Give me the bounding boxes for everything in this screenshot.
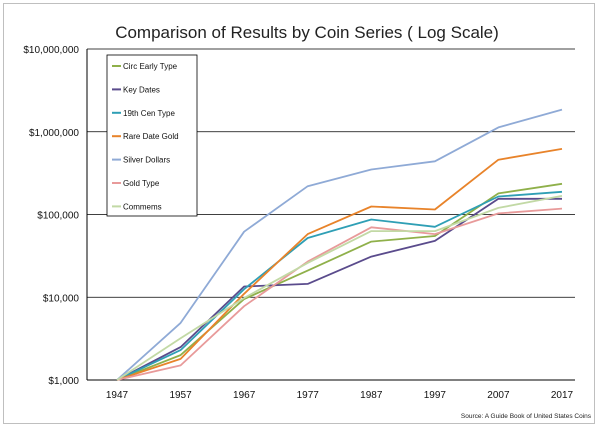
- series-line: [116, 207, 563, 381]
- series-line: [116, 195, 563, 381]
- series-line: [116, 197, 562, 381]
- y-tick-label: $1,000: [48, 376, 79, 387]
- legend-label: Circ Early Type: [123, 62, 178, 71]
- x-tick-label: 1987: [360, 390, 383, 401]
- series-line: [116, 182, 563, 381]
- x-axis-ticks: 1947 1957 1967 1977 1987 1997 2007 2017: [106, 390, 574, 401]
- series-line: [116, 190, 563, 381]
- series-line: [116, 148, 563, 381]
- legend-box: [106, 54, 198, 217]
- y-tick-label: $10,000: [43, 293, 80, 304]
- source-note: Source: A Guide Book of United States Co…: [461, 413, 592, 420]
- x-tick-label: 2007: [487, 390, 510, 401]
- series-lines: [116, 108, 563, 381]
- legend-label: Commems: [123, 202, 162, 211]
- y-tick-label: $10,000,000: [23, 45, 79, 56]
- x-tick-label: 1957: [169, 390, 192, 401]
- legend-label: 19th Cen Type: [123, 109, 175, 118]
- legend-label: Gold Type: [123, 179, 160, 188]
- y-tick-label: $1,000,000: [29, 128, 79, 139]
- y-tick-label: $100,000: [37, 211, 79, 222]
- chart-title: Comparison of Results by Coin Series ( L…: [115, 23, 499, 42]
- axes: [86, 49, 575, 381]
- x-tick-label: 1997: [424, 390, 447, 401]
- series-line: [116, 108, 563, 381]
- x-tick-label: 2017: [551, 390, 574, 401]
- legend-label: Silver Dollars: [123, 156, 170, 165]
- legend-label: Key Dates: [123, 85, 160, 94]
- x-tick-label: 1977: [297, 390, 320, 401]
- legend-label: Rare Date Gold: [123, 132, 179, 141]
- legend: Circ Early Type Key Dates 19th Cen Type Rar…: [106, 54, 198, 217]
- x-tick-label: 1967: [233, 390, 256, 401]
- x-tick-label: 1947: [106, 390, 129, 401]
- y-axis-ticks: $1,000 $10,000 $100,000 $1,000,000 $10,000,0…: [23, 45, 79, 387]
